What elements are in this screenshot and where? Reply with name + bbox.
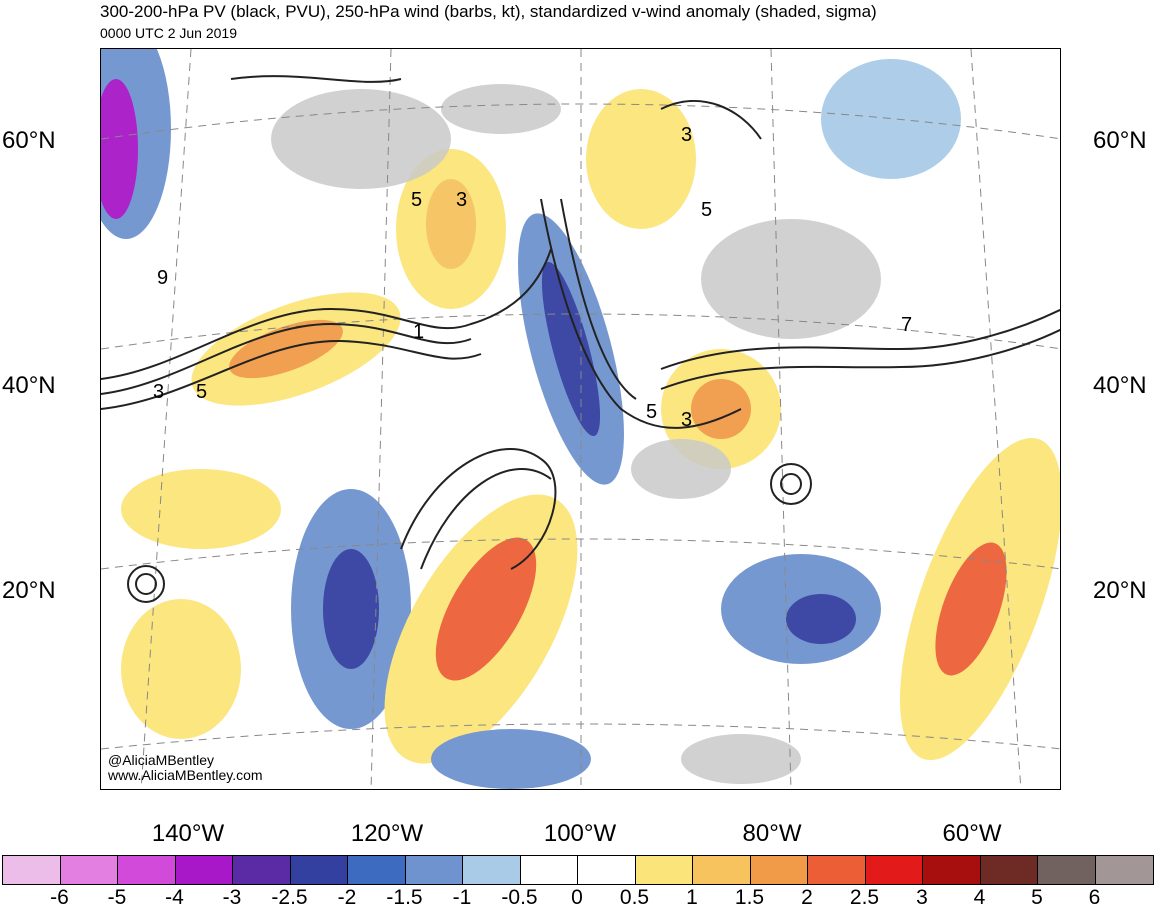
contour-label: 9 — [157, 267, 169, 289]
colorbar-box — [865, 856, 923, 884]
colorbar-tick-label: -6 — [50, 886, 69, 909]
colorbar-box — [290, 856, 348, 884]
contour-label: 5 — [411, 189, 423, 211]
credit-handle: @AliciaMBentley — [108, 752, 215, 768]
colorbar-tick-label: -4 — [165, 886, 184, 909]
colorbar-tick-label: 1.5 — [734, 886, 765, 909]
lat-label-right-60n: 60°N — [1093, 127, 1147, 154]
colorbar-tick-label: 0 — [571, 886, 583, 909]
colorbar-tick-label: -1.5 — [386, 886, 423, 909]
pv-contours — [101, 75, 1060, 603]
contour-label: 3 — [681, 124, 693, 146]
map-valid-time: 0000 UTC 2 Jun 2019 — [100, 25, 237, 41]
contour-label: 5 — [701, 199, 713, 221]
colorbar-box — [923, 856, 981, 884]
colorbar-box — [233, 856, 291, 884]
colorbar-box — [693, 856, 751, 884]
weather-map — [101, 49, 1060, 789]
anomaly-shading — [101, 49, 1060, 789]
colorbar-box — [348, 856, 406, 884]
map-title: 300-200-hPa PV (black, PVU), 250-hPa win… — [100, 2, 877, 21]
contour-label: 7 — [901, 314, 913, 336]
colorbar-box — [1038, 856, 1096, 884]
lat-label-left-20n: 20°N — [2, 577, 56, 604]
contour-label: 5 — [196, 381, 208, 403]
colorbar-tick-label: 1 — [686, 886, 698, 909]
colorbar-tick-label: -2 — [337, 886, 357, 909]
colorbar-tick-label: 2.5 — [849, 886, 880, 909]
contour-label: 5 — [646, 401, 658, 423]
colorbar — [2, 855, 1154, 885]
map-panel: 9 5 3 3 5 1 5 3 7 5 3 — [100, 48, 1061, 790]
colorbar-tick-label: 5 — [1031, 886, 1043, 909]
land-shading — [271, 84, 881, 784]
colorbar-tick-label: 6 — [1088, 886, 1101, 909]
colorbar-box — [175, 856, 233, 884]
colorbar-tick-label: -2.5 — [271, 886, 308, 909]
lon-label-140w: 140°W — [151, 820, 225, 847]
colorbar-box — [118, 856, 176, 884]
colorbar-tick-label: -0.5 — [501, 886, 538, 909]
lon-label-80w: 80°W — [742, 820, 802, 847]
lat-label-right-20n: 20°N — [1093, 577, 1147, 604]
colorbar-box — [520, 856, 578, 884]
colorbar-box — [750, 856, 808, 884]
colorbar-box — [808, 856, 866, 884]
lat-label-right-40n: 40°N — [1093, 372, 1147, 399]
contour-label: 1 — [413, 321, 425, 343]
colorbar-tick-label: -3 — [222, 886, 242, 909]
lon-label-60w: 60°W — [942, 820, 1002, 847]
lat-label-left-60n: 60°N — [2, 127, 56, 154]
colorbar-tick-label: -1 — [452, 886, 472, 909]
colorbar-box — [980, 856, 1038, 884]
colorbar-box — [463, 856, 521, 884]
colorbar-tick-label: 0.5 — [619, 886, 650, 909]
colorbar-box — [405, 856, 463, 884]
colorbar-box — [578, 856, 636, 884]
colorbar-tick-label: 2 — [801, 886, 813, 909]
contour-label: 3 — [681, 409, 693, 431]
colorbar-box — [60, 856, 118, 884]
lon-label-120w: 120°W — [350, 820, 424, 847]
colorbar-box — [635, 856, 693, 884]
contour-label: 3 — [456, 189, 468, 211]
colorbar-tick-label: 3 — [916, 886, 928, 909]
colorbar-tick-label: 4 — [973, 886, 986, 909]
colorbar-box — [3, 856, 61, 884]
colorbar-tick-label: -5 — [107, 886, 127, 909]
credit-website: www.AliciaMBentley.com — [108, 767, 263, 783]
lon-label-100w: 100°W — [543, 820, 617, 847]
colorbar-box — [1095, 856, 1153, 884]
lat-label-left-40n: 40°N — [2, 372, 56, 399]
contour-label: 3 — [153, 381, 165, 403]
graticule — [101, 49, 1060, 789]
